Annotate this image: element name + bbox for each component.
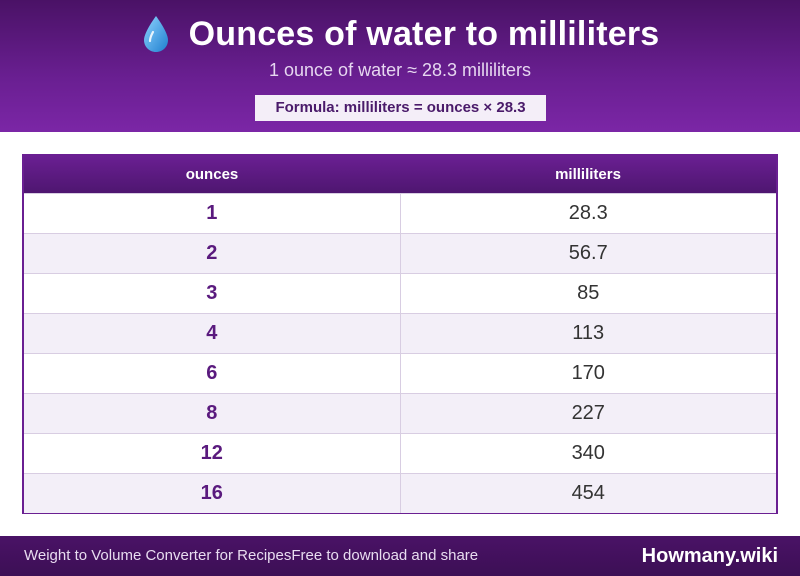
brand-logo[interactable]: Howmany.wiki (641, 545, 778, 567)
table-row: 16 454 (24, 473, 776, 513)
header: Ounces of water to milliliters 1 ounce o… (0, 0, 800, 132)
title-row: Ounces of water to milliliters (0, 12, 800, 56)
subtitle: 1 ounce of water ≈ 28.3 milliliters (269, 60, 531, 80)
milliliters-cell: 340 (571, 442, 605, 464)
ounces-cell: 8 (24, 394, 401, 433)
table-row: 1 28.3 (24, 193, 776, 233)
ounces-cell: 3 (24, 274, 401, 313)
table-row: 6 170 (24, 353, 776, 393)
ounces-cell: 4 (24, 314, 401, 353)
milliliters-cell: 56.7 (568, 242, 608, 264)
table-row: 3 85 (24, 273, 776, 313)
milliliters-cell: 113 (572, 322, 605, 344)
milliliters-cell: 170 (571, 362, 605, 384)
table-row: 12 340 (24, 433, 776, 473)
milliliters-cell: 454 (571, 482, 605, 504)
ounces-cell: 16 (24, 474, 401, 513)
column-header-milliliters: milliliters (555, 166, 621, 183)
ounces-cell: 2 (24, 234, 401, 273)
table-row: 4 113 (24, 313, 776, 353)
milliliters-cell: 28.3 (568, 202, 608, 224)
table-body: 1 28.3 2 56.7 3 85 4 113 6 170 8 227 (24, 193, 776, 513)
footer-text: Weight to Volume Converter for RecipesFr… (24, 536, 478, 576)
column-header-ounces: ounces (185, 166, 239, 183)
water-drop-icon (141, 14, 171, 54)
formula-badge: Formula: milliliters = ounces × 28.3 (255, 95, 546, 121)
conversion-table: ounces milliliters 1 28.3 2 56.7 3 85 4 … (22, 154, 778, 514)
table-row: 2 56.7 (24, 233, 776, 273)
ounces-cell: 6 (24, 354, 401, 393)
milliliters-cell: 227 (571, 402, 605, 424)
footer-converter-link[interactable]: Weight to Volume Converter for Recipes (24, 547, 292, 564)
ounces-cell: 12 (24, 434, 401, 473)
footer: Weight to Volume Converter for RecipesFr… (0, 536, 800, 576)
page-title: Ounces of water to milliliters (188, 14, 660, 53)
ounces-cell: 1 (24, 194, 401, 233)
table-header: ounces milliliters (24, 156, 776, 193)
footer-share-text: Free to download and share (291, 547, 479, 564)
milliliters-cell: 85 (577, 282, 600, 304)
table-row: 8 227 (24, 393, 776, 433)
